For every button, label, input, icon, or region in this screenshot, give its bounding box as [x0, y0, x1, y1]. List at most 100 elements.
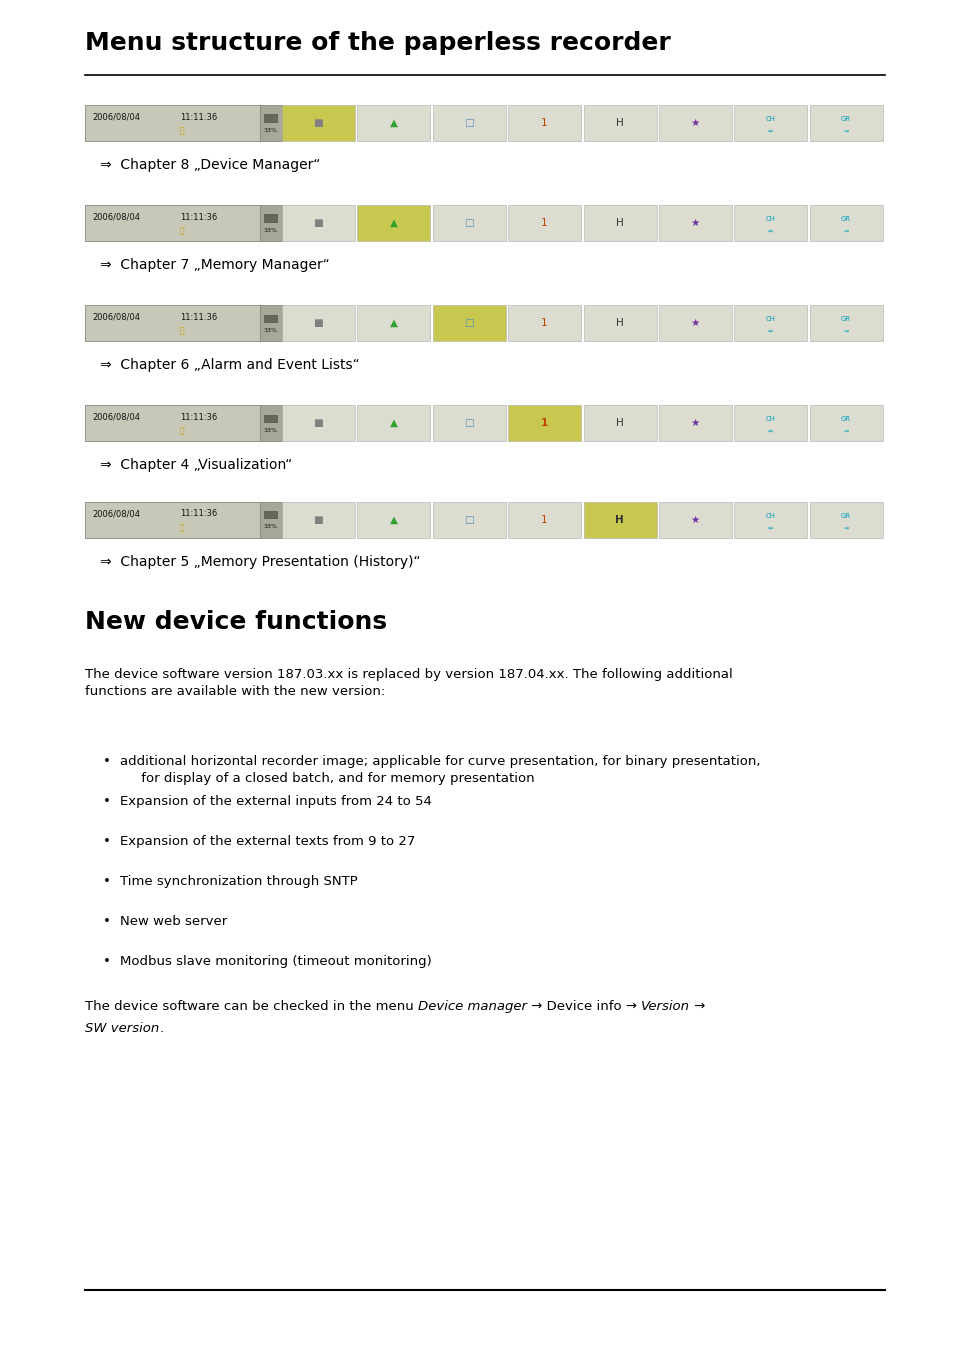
- Bar: [809, 502, 882, 539]
- Text: 2006/08/04: 2006/08/04: [91, 413, 140, 421]
- Text: ■: ■: [313, 418, 323, 428]
- Bar: [282, 105, 355, 140]
- Text: additional horizontal recorder image; applicable for curve presentation, for bin: additional horizontal recorder image; ap…: [120, 755, 760, 784]
- Text: •: •: [103, 755, 111, 768]
- Text: ⇒  Chapter 4 „Visualization“: ⇒ Chapter 4 „Visualization“: [100, 458, 292, 472]
- Text: 33%: 33%: [264, 428, 277, 432]
- Text: □: □: [463, 117, 474, 128]
- Bar: [659, 305, 731, 342]
- Text: ⇔: ⇔: [767, 328, 772, 333]
- Text: .: .: [159, 1022, 163, 1035]
- Text: CH: CH: [764, 216, 775, 221]
- Text: □: □: [463, 319, 474, 328]
- Bar: [508, 405, 580, 441]
- Text: 1: 1: [540, 217, 547, 228]
- Bar: [734, 205, 806, 242]
- Text: 2006/08/04: 2006/08/04: [91, 312, 140, 321]
- Bar: [433, 105, 505, 140]
- Text: H: H: [615, 319, 623, 328]
- Text: 1: 1: [540, 117, 547, 128]
- Text: New device functions: New device functions: [85, 610, 387, 634]
- Text: ⇔: ⇔: [767, 428, 772, 433]
- Bar: [583, 305, 656, 342]
- Text: □: □: [463, 217, 474, 228]
- Text: ★: ★: [690, 217, 699, 228]
- Bar: [809, 305, 882, 342]
- Bar: [282, 502, 355, 539]
- Text: ★: ★: [690, 319, 699, 328]
- Text: → Device info →: → Device info →: [526, 1000, 640, 1012]
- Text: 33%: 33%: [264, 228, 277, 232]
- Text: ■: ■: [313, 217, 323, 228]
- Bar: [734, 305, 806, 342]
- Bar: [260, 305, 282, 342]
- Text: Modbus slave monitoring (timeout monitoring): Modbus slave monitoring (timeout monitor…: [120, 954, 432, 968]
- Text: 🔒: 🔒: [180, 524, 185, 532]
- Bar: [734, 502, 806, 539]
- Bar: [264, 215, 276, 221]
- Text: ▲: ▲: [389, 117, 397, 128]
- Text: SW version: SW version: [85, 1022, 159, 1035]
- Text: ⇒  Chapter 7 „Memory Manager“: ⇒ Chapter 7 „Memory Manager“: [100, 258, 330, 271]
- Bar: [85, 305, 260, 342]
- Bar: [264, 414, 276, 421]
- Bar: [85, 205, 260, 242]
- Text: ⇒: ⇒: [842, 428, 847, 433]
- Text: 1: 1: [540, 418, 547, 428]
- Text: ▲: ▲: [389, 418, 397, 428]
- Text: The device software can be checked in the menu: The device software can be checked in th…: [85, 1000, 417, 1012]
- Text: •: •: [103, 915, 111, 927]
- Text: ▲: ▲: [389, 319, 397, 328]
- Text: 33%: 33%: [264, 127, 277, 132]
- Text: H: H: [615, 117, 623, 128]
- Text: ★: ★: [690, 418, 699, 428]
- Bar: [583, 405, 656, 441]
- Text: Expansion of the external texts from 9 to 27: Expansion of the external texts from 9 t…: [120, 836, 415, 848]
- Text: •: •: [103, 954, 111, 968]
- Bar: [357, 405, 430, 441]
- Bar: [809, 205, 882, 242]
- Text: 11:11:36: 11:11:36: [180, 413, 217, 421]
- Bar: [282, 405, 355, 441]
- Bar: [357, 502, 430, 539]
- Text: □: □: [463, 418, 474, 428]
- Text: Device manager: Device manager: [417, 1000, 526, 1012]
- Bar: [659, 405, 731, 441]
- Bar: [508, 502, 580, 539]
- Text: 2006/08/04: 2006/08/04: [91, 509, 140, 518]
- Text: ⇒: ⇒: [842, 328, 847, 333]
- Bar: [282, 205, 355, 242]
- Bar: [809, 105, 882, 140]
- Bar: [659, 502, 731, 539]
- Bar: [433, 205, 505, 242]
- Bar: [264, 315, 276, 321]
- Text: 11:11:36: 11:11:36: [180, 212, 217, 221]
- Text: H: H: [615, 514, 623, 525]
- Text: ⇒: ⇒: [842, 128, 847, 134]
- Text: CH: CH: [764, 416, 775, 423]
- Text: ⇔: ⇔: [767, 525, 772, 531]
- Text: CH: CH: [764, 513, 775, 518]
- Text: ▲: ▲: [389, 514, 397, 525]
- Bar: [260, 405, 282, 441]
- Text: ⇒: ⇒: [842, 525, 847, 531]
- Bar: [264, 512, 276, 518]
- Text: 11:11:36: 11:11:36: [180, 112, 217, 122]
- Text: The device software version 187.03.xx is replaced by version 187.04.xx. The foll: The device software version 187.03.xx is…: [85, 668, 732, 698]
- Text: GR: GR: [840, 416, 850, 423]
- Bar: [85, 502, 260, 539]
- Text: •: •: [103, 795, 111, 809]
- Text: →: →: [690, 1000, 705, 1012]
- Text: □: □: [463, 514, 474, 525]
- Bar: [357, 205, 430, 242]
- Bar: [85, 405, 260, 441]
- Text: 11:11:36: 11:11:36: [180, 312, 217, 321]
- Bar: [809, 405, 882, 441]
- Text: GR: GR: [840, 116, 850, 122]
- Text: ⇒  Chapter 8 „Device Manager“: ⇒ Chapter 8 „Device Manager“: [100, 158, 320, 171]
- Bar: [508, 205, 580, 242]
- Bar: [583, 205, 656, 242]
- Text: •: •: [103, 836, 111, 848]
- Text: ★: ★: [690, 514, 699, 525]
- Text: 11:11:36: 11:11:36: [180, 509, 217, 518]
